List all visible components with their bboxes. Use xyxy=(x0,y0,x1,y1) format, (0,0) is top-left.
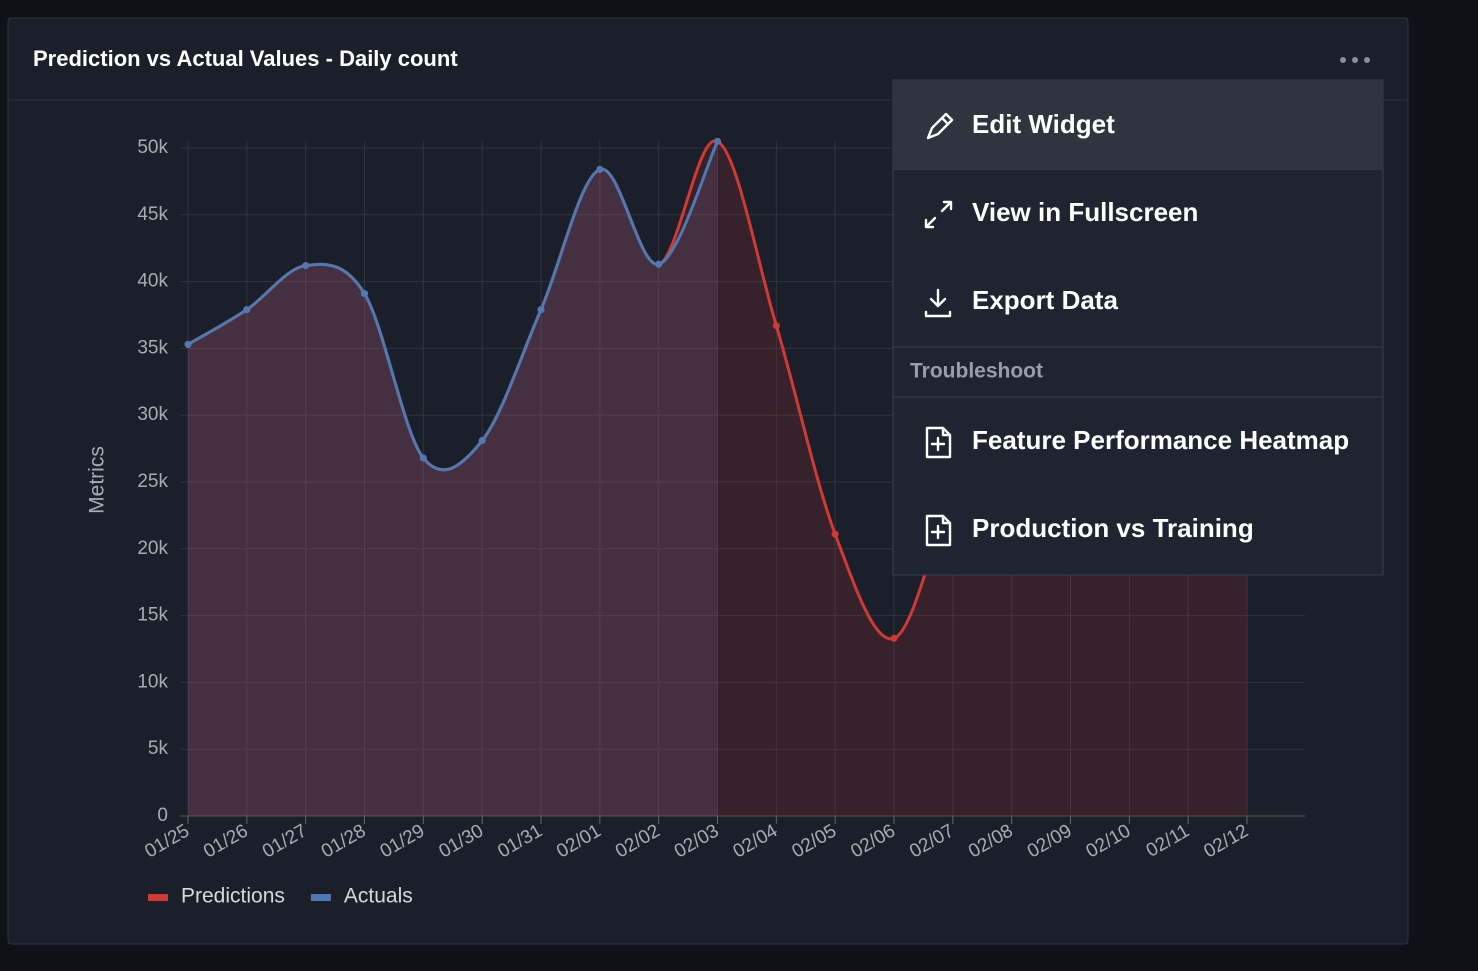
y-tick-label: 15k xyxy=(137,605,168,626)
y-tick-label: 45k xyxy=(137,204,168,225)
data-point xyxy=(478,437,486,445)
data-point xyxy=(302,262,310,270)
menu-item[interactable]: Edit Widget xyxy=(972,109,1115,139)
y-tick-label: 10k xyxy=(137,671,168,692)
y-tick-label: 5k xyxy=(148,738,169,759)
pencil-icon xyxy=(926,112,954,140)
menu-item[interactable]: Export Data xyxy=(972,285,1118,315)
legend-swatch xyxy=(310,894,331,901)
y-tick-label: 35k xyxy=(137,337,168,358)
data-point xyxy=(714,137,721,145)
data-point xyxy=(419,454,427,462)
widget-title: Prediction vs Actual Values - Daily coun… xyxy=(33,46,458,71)
file-icon xyxy=(925,514,952,547)
data-point xyxy=(831,530,839,538)
dropdown-menu: Edit Widget View in Fullscreen Export Da… xyxy=(892,79,1384,576)
menu-section: Troubleshoot xyxy=(910,360,1043,383)
series-area xyxy=(188,141,718,816)
legend-label: Predictions xyxy=(181,885,285,908)
expand-icon xyxy=(924,200,953,229)
data-point xyxy=(537,306,545,314)
data-point xyxy=(890,634,898,642)
data-point xyxy=(184,340,192,348)
data-point xyxy=(243,306,251,314)
y-tick-label: 50k xyxy=(137,137,168,158)
data-point xyxy=(772,322,780,330)
download-icon xyxy=(924,288,952,318)
y-axis-label: Metrics xyxy=(86,446,109,514)
data-point xyxy=(655,260,663,268)
y-tick-label: 25k xyxy=(137,471,168,492)
more-button[interactable] xyxy=(1340,57,1370,63)
menu-hover xyxy=(893,80,1383,170)
y-tick-label: 0 xyxy=(157,805,168,826)
data-point xyxy=(361,290,368,298)
menu-icons xyxy=(924,112,954,547)
y-tick-label: 40k xyxy=(137,271,168,292)
menu-item[interactable]: Feature Performance Heatmap xyxy=(972,425,1349,455)
y-tick-label: 30k xyxy=(137,404,168,425)
y-tick-label: 20k xyxy=(137,538,168,559)
file-icon xyxy=(925,426,952,459)
legend-label: Actuals xyxy=(344,885,413,908)
menu-item[interactable]: View in Fullscreen xyxy=(972,197,1198,227)
data-point xyxy=(596,165,604,173)
legend-swatch xyxy=(148,894,168,901)
menu-item[interactable]: Production vs Training xyxy=(972,513,1254,543)
series-area xyxy=(188,140,1247,816)
